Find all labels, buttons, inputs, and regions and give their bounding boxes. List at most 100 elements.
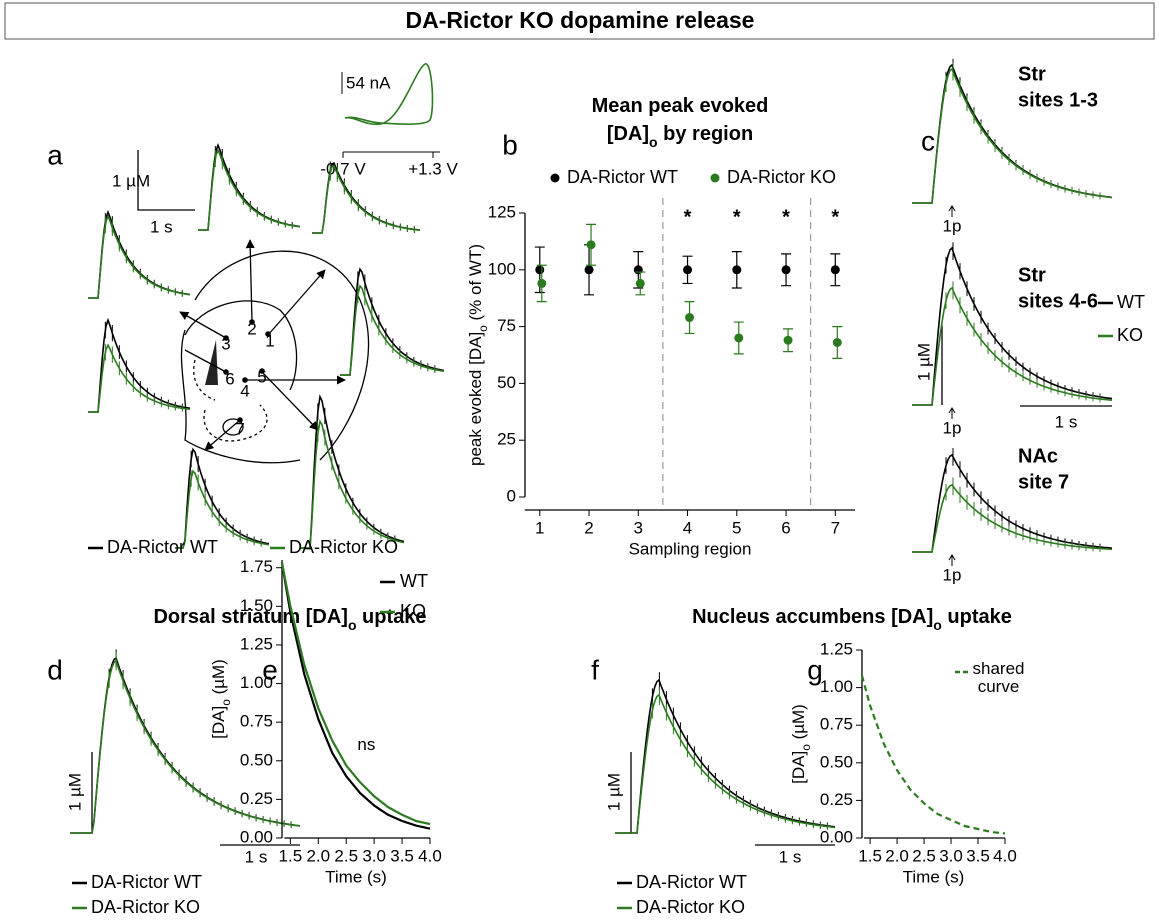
y-tick-label: 0.25: [240, 789, 273, 808]
scale-y: 1 µM: [604, 773, 623, 811]
y-axis-label-part: (µM): [209, 659, 228, 699]
panel-title-part: Dorsal striatum [DA]: [153, 606, 347, 628]
x-tick-label: 3.5: [390, 846, 414, 865]
point: [586, 240, 596, 250]
legend-label: DA-Rictor KO: [91, 897, 200, 917]
scale-y: 1 µM: [112, 171, 150, 190]
x-tick-label: 4.0: [418, 846, 442, 865]
panel-title-part: uptake: [942, 606, 1012, 628]
scale-x: 1 s: [779, 847, 802, 866]
x-tick-label: 3.5: [966, 846, 990, 865]
site-label: 1: [265, 331, 274, 350]
y-tick-label: 0.75: [820, 715, 853, 734]
y-tick-label: 125: [488, 202, 516, 221]
site-label: 6: [225, 369, 234, 388]
x-axis-label: Sampling region: [629, 539, 752, 558]
x-tick-label: 3.0: [362, 846, 386, 865]
y-axis-label: [DA]o (µM): [209, 659, 233, 739]
chart-title-part: Mean peak evoked: [592, 95, 769, 117]
scale-x: 1 s: [245, 847, 268, 866]
trace: [615, 693, 836, 834]
trace: [198, 148, 301, 231]
region-label: sites 1-3: [1018, 89, 1098, 111]
x-tick-label: 4.0: [993, 846, 1017, 865]
y-tick-label: 1.50: [240, 596, 273, 615]
trace: [300, 394, 405, 549]
y-tick-label: 0.50: [820, 752, 853, 771]
panel-title-part: o: [933, 617, 942, 633]
trace: [912, 484, 1113, 553]
y-tick-label: 0.75: [240, 712, 273, 731]
x-tick-label: 3.0: [939, 846, 963, 865]
panel-letter: d: [47, 654, 63, 685]
x-tick-label: 4: [683, 518, 692, 537]
site-label: 5: [257, 367, 266, 386]
y-tick-label: 1.00: [240, 673, 273, 692]
legend-label: DA-Rictor WT: [636, 872, 747, 892]
region-label: Str: [1018, 264, 1046, 286]
legend-label: DA-Rictor WT: [107, 537, 218, 557]
y-axis-label-part: (% of WT): [466, 244, 485, 325]
site-label: 4: [240, 381, 249, 400]
point: [584, 265, 594, 275]
region-label: site 7: [1018, 471, 1069, 493]
x-axis-label: Time (s): [903, 867, 965, 886]
site-dot: [223, 335, 229, 341]
scale-y: 1 µM: [65, 773, 84, 811]
y-axis-label: [DA]o (µM): [789, 704, 813, 784]
point: [537, 278, 547, 288]
y-axis-label-part: o: [476, 325, 490, 332]
cv-trace: [344, 63, 434, 126]
arrow: [184, 349, 227, 373]
panel-title: Dorsal striatum [DA]o uptake: [153, 606, 426, 632]
region-label: NAc: [1018, 445, 1058, 467]
site-dot: [237, 417, 243, 423]
y-tick-label: 100: [488, 259, 516, 278]
point: [734, 333, 744, 343]
legend-label: DA-Rictor KO: [289, 537, 398, 557]
panel-title: Nucleus accumbens [DA]o uptake: [692, 606, 1012, 632]
stim-label: 1p: [943, 418, 962, 437]
significance: *: [684, 206, 692, 228]
y-axis-label-part: o: [219, 699, 233, 706]
scale-bar: [137, 150, 195, 211]
y-tick-label: 75: [497, 316, 516, 335]
site-label: 2: [247, 319, 256, 338]
y-tick-label: 1.75: [240, 557, 273, 576]
x-tick-label: 5: [732, 518, 741, 537]
stim-arrow: [948, 205, 956, 212]
scale-x: 1 s: [150, 217, 173, 236]
y-axis-label-part: [DA]: [789, 751, 808, 784]
point: [781, 265, 791, 275]
significance: *: [733, 206, 741, 228]
site-label: 3: [221, 334, 230, 353]
legend-label: KO: [1117, 325, 1143, 345]
panel-letter: e: [262, 654, 278, 685]
y-tick-label: 0.50: [240, 750, 273, 769]
chart-title-part: [DA]: [607, 123, 649, 145]
cv-min: -0.7 V: [320, 159, 366, 178]
site-label: 7: [235, 419, 244, 438]
legend-label: DA-Rictor KO: [727, 167, 836, 187]
stim-arrow: [948, 554, 956, 561]
trace: [88, 209, 191, 299]
stim-label: 1p: [943, 216, 962, 235]
title-box: [4, 2, 1155, 40]
chart-title: [DA]o by region: [607, 123, 753, 149]
legend-label: DA-Rictor WT: [91, 872, 202, 892]
scale-x: 1 s: [1055, 412, 1078, 431]
panel-title-part: uptake: [357, 606, 427, 628]
trace: [912, 63, 1113, 204]
trace: [300, 419, 405, 549]
x-tick-label: 2: [584, 518, 593, 537]
panel-letter: a: [47, 139, 63, 170]
point: [832, 338, 842, 348]
y-tick-label: 1.25: [240, 634, 273, 653]
significance: *: [831, 206, 839, 228]
y-axis-label-part: (µM): [789, 704, 808, 744]
legend-label: DA-Rictor KO: [636, 897, 745, 917]
panel-letter: b: [502, 129, 518, 160]
y-tick-label: 0.00: [820, 827, 853, 846]
y-axis-label: peak evoked [DA]o (% of WT): [466, 244, 490, 466]
chart-title-part: by region: [658, 123, 754, 145]
